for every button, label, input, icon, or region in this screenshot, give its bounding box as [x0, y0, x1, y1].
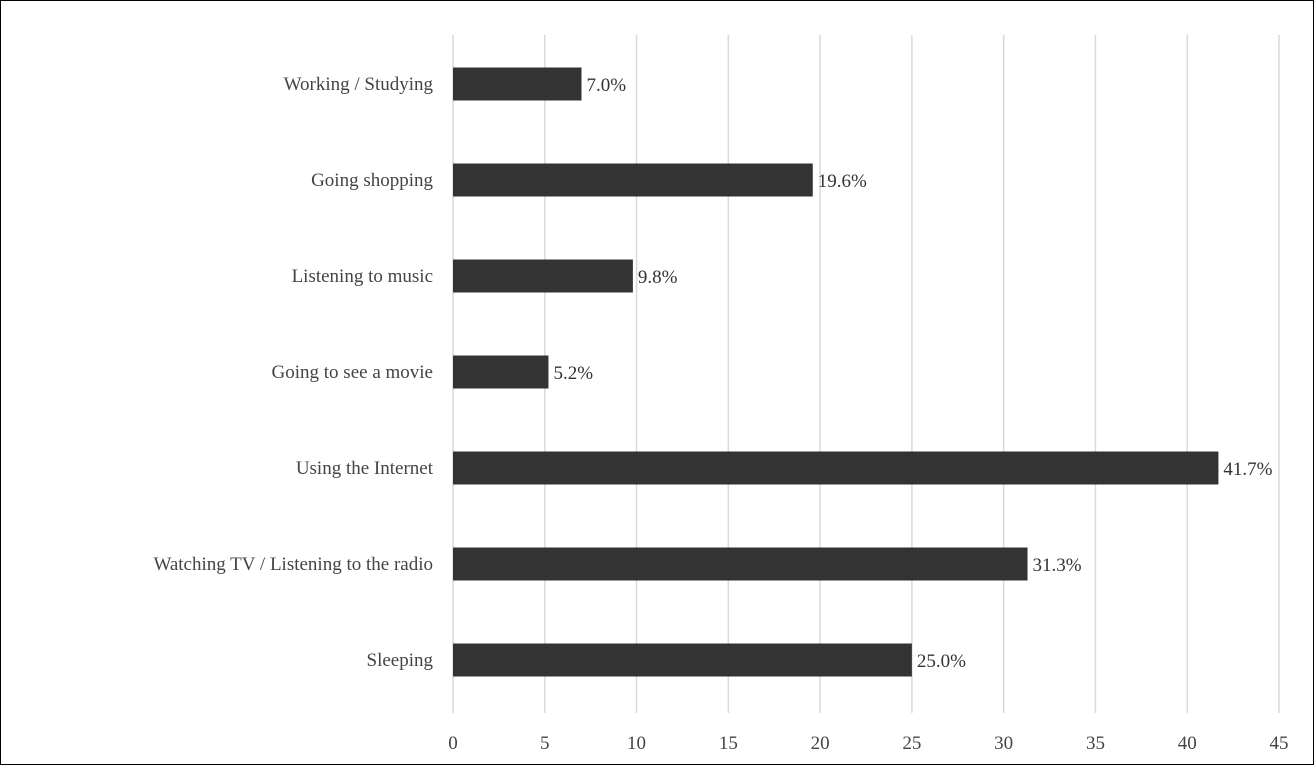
x-tick-label: 5 — [540, 733, 550, 754]
value-label: 31.3% — [1033, 555, 1082, 576]
category-label: Going shopping — [311, 170, 433, 191]
x-tick-label: 0 — [448, 733, 458, 754]
value-label: 7.0% — [586, 75, 626, 96]
category-label: Watching TV / Listening to the radio — [153, 554, 433, 575]
value-label: 19.6% — [818, 171, 867, 192]
x-tick-label: 15 — [719, 733, 738, 754]
x-tick-label: 10 — [627, 733, 646, 754]
x-tick-label: 35 — [1086, 733, 1105, 754]
x-tick-label: 25 — [902, 733, 921, 754]
bar — [453, 644, 912, 677]
x-tick-label: 40 — [1178, 733, 1197, 754]
value-label: 41.7% — [1223, 459, 1272, 480]
bar — [453, 68, 581, 101]
category-label: Listening to music — [292, 266, 433, 287]
category-label: Sleeping — [367, 650, 434, 671]
category-labels: Working / Studying Going shopping Listenin… — [153, 74, 433, 671]
value-label: 5.2% — [553, 363, 593, 384]
value-label: 25.0% — [917, 651, 966, 672]
x-tick-label: 30 — [994, 733, 1013, 754]
bar — [453, 548, 1028, 581]
category-label: Working / Studying — [284, 74, 434, 95]
x-tick-label: 20 — [811, 733, 830, 754]
category-label: Going to see a movie — [272, 362, 433, 383]
bar — [453, 164, 813, 197]
value-label: 9.8% — [638, 267, 678, 288]
bar — [453, 356, 548, 389]
x-tick-labels: 0 5 10 15 20 25 30 35 40 45 — [448, 733, 1288, 754]
bar — [453, 452, 1218, 485]
category-label: Using the Internet — [296, 458, 434, 479]
bar — [453, 260, 633, 293]
x-tick-label: 45 — [1270, 733, 1289, 754]
